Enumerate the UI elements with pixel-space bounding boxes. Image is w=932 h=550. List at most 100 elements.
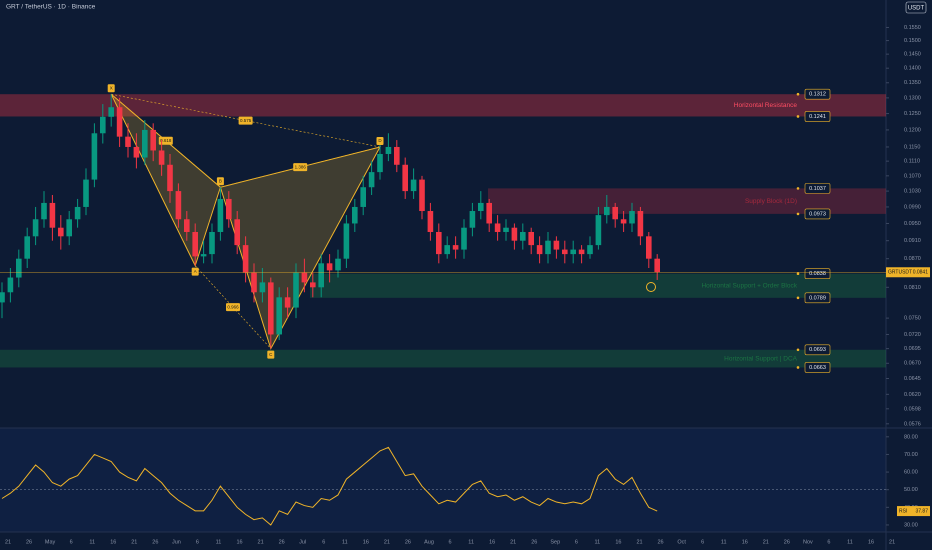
rsi-tick-label: 50.00 xyxy=(904,487,918,493)
level-dot xyxy=(796,272,800,275)
candle-body xyxy=(368,172,375,188)
pattern-triangle xyxy=(110,93,221,267)
y-tick-label: 0.0620 xyxy=(904,392,921,398)
level-dot xyxy=(796,115,800,118)
candle-body xyxy=(486,202,492,224)
y-tick-label: 0.1550 xyxy=(904,25,921,31)
candle-body xyxy=(184,219,190,232)
y-tick-label: 0.1070 xyxy=(904,173,921,179)
candle-body xyxy=(536,245,543,255)
candle-body xyxy=(310,282,316,288)
zone-label: Supply Block (1D) xyxy=(745,198,797,205)
candle-body xyxy=(578,249,585,255)
x-tick-label: 21 xyxy=(763,539,769,545)
pattern-point-box xyxy=(376,136,384,145)
y-tick-label: 0.0750 xyxy=(904,316,921,322)
x-tick-label: 16 xyxy=(489,539,495,545)
candle-body xyxy=(360,187,366,207)
y-tick-label: 0.1500 xyxy=(904,38,921,44)
level-box xyxy=(804,362,831,373)
currency-label: USDT xyxy=(908,6,925,12)
ratio-line xyxy=(220,146,381,188)
x-tick-label: Jun xyxy=(172,539,181,545)
candle-body xyxy=(116,107,123,137)
x-tick-label: Oct xyxy=(677,539,686,545)
last-price-label: 0.0841 xyxy=(913,270,929,276)
x-tick-label: Jul xyxy=(299,539,306,545)
y-tick-label: 0.1150 xyxy=(904,144,920,150)
x-tick-label: 26 xyxy=(152,539,158,545)
chart-title: GRT / TetherUS · 1D · Binance xyxy=(6,4,96,11)
x-tick-label: 16 xyxy=(868,539,874,545)
rsi-value-label: 37.87 xyxy=(915,508,928,514)
y-tick-label: 0.0576 xyxy=(904,421,921,427)
y-tick-label: 0.0910 xyxy=(904,238,921,244)
y-tick-label: 0.1350 xyxy=(904,80,921,86)
ratio-label: 0.966 xyxy=(227,304,239,309)
pattern-point-label: B xyxy=(219,178,222,183)
x-tick-label: 26 xyxy=(531,539,537,545)
candle-body xyxy=(158,150,165,165)
candle-body xyxy=(24,236,30,259)
y-tick-label: 0.1250 xyxy=(904,111,921,117)
candle-body xyxy=(461,227,467,250)
x-tick-label: 26 xyxy=(784,539,790,545)
x-tick-label: Aug xyxy=(424,539,434,545)
pattern-point-box xyxy=(191,267,199,276)
candle-body xyxy=(108,107,114,117)
candle-body xyxy=(268,282,274,335)
level-box xyxy=(804,208,831,220)
candle-body xyxy=(646,236,652,259)
candle-body xyxy=(175,191,182,220)
pattern-point-label: A xyxy=(194,269,197,274)
ratio-box xyxy=(226,303,240,312)
candle-body xyxy=(200,254,207,257)
y-tick-label: 0.1030 xyxy=(904,189,921,195)
y-tick-label: 0.0950 xyxy=(904,221,921,227)
pattern-point-label: X xyxy=(110,85,113,90)
rsi-tick-label: 30.00 xyxy=(904,522,918,528)
candle-body xyxy=(234,219,240,246)
candle-body xyxy=(419,179,425,212)
level-box xyxy=(804,111,831,122)
candle-body xyxy=(100,116,106,134)
x-tick-label: 6 xyxy=(827,539,830,545)
zone-label: Horizontal Resistance xyxy=(734,102,798,109)
candle-body xyxy=(125,136,131,147)
x-tick-label: 6 xyxy=(701,539,704,545)
candle-body xyxy=(276,297,282,335)
candle-body xyxy=(394,146,400,165)
ratio-box xyxy=(293,163,308,172)
candle-body xyxy=(469,211,476,228)
candle-body xyxy=(259,282,266,293)
candle-body xyxy=(83,179,89,207)
level-box xyxy=(804,183,831,194)
x-tick-label: 26 xyxy=(26,539,32,545)
candle-body xyxy=(150,129,156,151)
rsi-pane xyxy=(0,428,886,532)
y-tick-label: 0.1300 xyxy=(904,95,921,101)
candle-body xyxy=(326,263,333,271)
candle-body xyxy=(49,202,56,228)
pattern-point-box xyxy=(107,84,115,93)
currency-button[interactable] xyxy=(905,1,927,14)
level-dot xyxy=(796,92,800,96)
candle-body xyxy=(133,146,140,158)
rsi-tick-label: 70.00 xyxy=(904,452,918,458)
x-tick-label: 21 xyxy=(131,539,137,545)
candle-body xyxy=(41,202,47,220)
x-tick-label: 6 xyxy=(196,539,199,545)
ratio-box xyxy=(158,136,173,145)
candle-body xyxy=(654,258,660,273)
ratio-box xyxy=(238,116,253,125)
y-tick-label: 0.1400 xyxy=(904,66,921,72)
candle-body xyxy=(0,292,5,303)
rsi-line xyxy=(1,446,658,526)
x-tick-label: 6 xyxy=(575,539,578,545)
y-tick-label: 0.0670 xyxy=(904,361,921,367)
candle-body xyxy=(562,249,568,255)
x-tick-label: 11 xyxy=(721,539,727,545)
zone xyxy=(310,273,886,298)
x-tick-label: 26 xyxy=(279,539,285,545)
